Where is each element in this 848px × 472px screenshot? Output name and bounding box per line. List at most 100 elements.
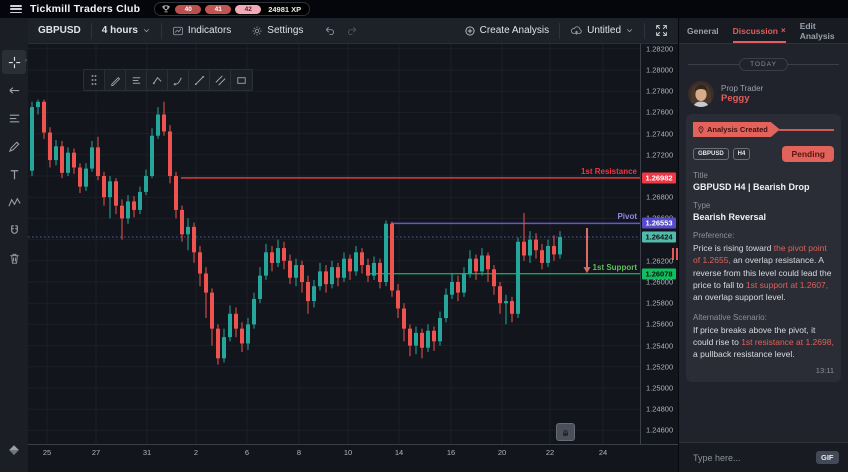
chart-toolbar: GBPUSD 4 hours Indicators Settings Creat… xyxy=(28,18,678,44)
settings-button[interactable]: Settings xyxy=(241,18,313,43)
chevron-down-icon xyxy=(626,29,633,33)
alternative-text: If price breaks above the pivot, it coul… xyxy=(693,324,834,360)
timeframe-dropdown[interactable]: 4 hours xyxy=(92,18,161,43)
price-tick: 1.24600 xyxy=(646,425,674,435)
price-tick: 1.27600 xyxy=(646,107,674,117)
chevron-down-icon xyxy=(143,29,149,33)
price-tick: 1.28200 xyxy=(646,44,674,54)
analysis-card: Analysis Created GBPUSD H4 Pending Title… xyxy=(686,114,841,382)
save-file-dropdown[interactable]: Untitled xyxy=(560,18,644,43)
indicators-button[interactable]: Indicators xyxy=(162,18,241,43)
time-tick: 25 xyxy=(42,448,52,457)
redo-button[interactable] xyxy=(346,18,369,43)
fullscreen-button[interactable] xyxy=(645,18,678,43)
time-tick: 16 xyxy=(446,448,456,457)
price-axis[interactable]: 1.28200 1.28000 1.27800 1.27600 1.27400 1.272… xyxy=(640,44,678,444)
price-badge: 1.26553 xyxy=(642,217,676,229)
symbol-button[interactable]: GBPUSD xyxy=(38,25,81,36)
price-badge: 1.26982 xyxy=(642,172,676,184)
message-input-bar: GIF xyxy=(679,442,848,472)
time-tick: 10 xyxy=(343,448,353,457)
crosshair-tool-button[interactable]: › xyxy=(2,50,27,74)
price-tick: 1.25600 xyxy=(646,319,674,329)
tab-discussion[interactable]: Discussion × xyxy=(732,18,786,43)
tab-edit-analysis[interactable]: Edit Analysis xyxy=(799,20,835,41)
xabcd-pattern-tool-button[interactable] xyxy=(2,190,26,214)
symbol-chip: GBPUSD xyxy=(693,148,729,160)
undo-icon xyxy=(326,26,335,36)
redo-icon xyxy=(348,26,357,36)
undo-button[interactable] xyxy=(313,18,346,43)
price-tick: 1.28000 xyxy=(646,65,674,75)
type-label: Type xyxy=(693,201,711,210)
text-tool-button[interactable] xyxy=(2,162,26,186)
xp-progress-pill[interactable]: 40 41 42 24981 XP xyxy=(154,2,311,16)
price-tick: 1.27200 xyxy=(646,150,674,160)
message-input[interactable] xyxy=(693,452,810,463)
brush-stroke-icon[interactable] xyxy=(168,70,189,90)
avatar[interactable] xyxy=(688,81,714,107)
time-tick: 27 xyxy=(91,448,101,457)
diamond-logo-icon[interactable] xyxy=(2,438,26,462)
top-header: Tickmill Traders Club 40 41 42 24981 XP xyxy=(0,0,848,18)
trend-line-tool-button[interactable] xyxy=(2,78,26,102)
time-tick: 2 xyxy=(193,448,199,457)
chart-canvas[interactable] xyxy=(28,44,640,444)
level-badge: 41 xyxy=(205,4,232,14)
discussion-feed: TODAY Prop Trader Peggy Analysis Created xyxy=(679,44,848,442)
time-tick: 24 xyxy=(598,448,608,457)
fib-levels-icon[interactable] xyxy=(126,70,147,90)
gif-button[interactable]: GIF xyxy=(816,451,839,464)
candlestick-chart[interactable]: 1st Resistance Pivot 1st Support xyxy=(28,44,640,444)
preference-label: Preference: xyxy=(693,231,735,240)
panel-tabs: General Discussion × Edit Analysis xyxy=(679,18,848,44)
fib-retracement-tool-button[interactable] xyxy=(2,106,26,130)
price-tick: 1.26000 xyxy=(646,277,674,287)
ghost-marker-button[interactable] xyxy=(556,423,575,441)
level-label: Pivot xyxy=(617,212,637,222)
alternative-label: Alternative Scenario: xyxy=(693,312,767,322)
gear-icon xyxy=(251,25,263,37)
menu-icon[interactable] xyxy=(10,5,22,13)
create-analysis-button[interactable]: Create Analysis xyxy=(454,18,559,43)
level-label: 1st Support xyxy=(592,262,637,272)
time-axis[interactable]: 25 27 31 2 6 8 10 14 16 20 22 24 xyxy=(28,444,640,458)
price-tick: 1.26200 xyxy=(646,256,674,266)
pin-icon xyxy=(697,126,705,134)
author-role: Prop Trader xyxy=(721,84,764,93)
time-tick: 8 xyxy=(296,448,302,457)
author-name[interactable]: Peggy xyxy=(721,93,750,104)
panel-resize-handle[interactable] xyxy=(672,248,678,260)
magnet-tool-button[interactable] xyxy=(2,218,26,242)
price-tick: 1.26800 xyxy=(646,192,674,202)
drag-handle-icon[interactable] xyxy=(84,70,105,90)
time-tick: 31 xyxy=(142,448,152,457)
ghost-icon xyxy=(563,429,568,436)
timestamp: 13:11 xyxy=(815,365,834,375)
price-tick: 1.24800 xyxy=(646,404,674,414)
timeframe-chip: H4 xyxy=(732,148,751,160)
today-label: TODAY xyxy=(739,58,788,71)
pen-tool-icon[interactable] xyxy=(105,70,126,90)
trash-icon[interactable] xyxy=(2,246,26,270)
price-tick: 1.25400 xyxy=(646,341,674,351)
close-icon[interactable]: × xyxy=(781,26,786,35)
time-tick: 20 xyxy=(497,448,507,457)
trophy-icon xyxy=(161,4,171,14)
tab-general[interactable]: General xyxy=(687,25,719,36)
trend-line-icon[interactable] xyxy=(189,70,210,90)
type-value: Bearish Reversal xyxy=(693,212,767,222)
price-tick: 1.25200 xyxy=(646,362,674,372)
price-tick: 1.27400 xyxy=(646,129,674,139)
drawing-tools-sidebar: › xyxy=(0,18,28,472)
rectangle-tool-icon[interactable] xyxy=(231,70,252,90)
price-tick: 1.25000 xyxy=(646,383,674,393)
status-badge[interactable]: Pending xyxy=(782,146,834,162)
message-header: Prop Trader Peggy xyxy=(688,81,839,107)
parallel-channel-icon[interactable] xyxy=(210,70,231,90)
vector-polyline-icon[interactable] xyxy=(147,70,168,90)
preference-text: Price is rising toward the pivot point o… xyxy=(693,243,832,303)
brush-tool-button[interactable] xyxy=(2,134,26,158)
xp-count: 24981 XP xyxy=(268,4,302,14)
level-badge: 40 xyxy=(175,4,202,14)
